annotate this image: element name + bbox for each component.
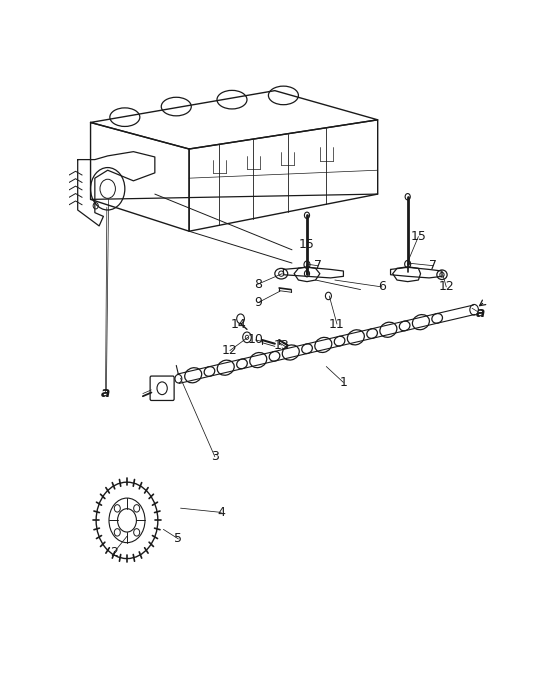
Text: 6: 6	[378, 280, 386, 294]
Text: 7: 7	[430, 259, 437, 272]
Text: 12: 12	[439, 280, 454, 294]
Text: 11: 11	[329, 318, 345, 331]
Text: 13: 13	[273, 339, 289, 352]
Text: 9: 9	[254, 296, 262, 309]
Text: 10: 10	[248, 333, 263, 347]
Text: 3: 3	[211, 450, 219, 463]
Text: 14: 14	[231, 318, 246, 331]
Text: 15: 15	[410, 230, 426, 243]
Text: 2: 2	[110, 546, 118, 559]
Text: a: a	[101, 386, 110, 400]
Circle shape	[405, 260, 411, 268]
Text: 8: 8	[254, 278, 262, 291]
Text: 12: 12	[222, 344, 238, 357]
Text: 7: 7	[314, 259, 322, 272]
Text: 5: 5	[174, 533, 182, 546]
Text: 4: 4	[217, 506, 225, 519]
Text: 15: 15	[299, 238, 315, 251]
Circle shape	[304, 261, 310, 268]
Text: 1: 1	[340, 376, 347, 389]
Text: a: a	[476, 307, 485, 320]
